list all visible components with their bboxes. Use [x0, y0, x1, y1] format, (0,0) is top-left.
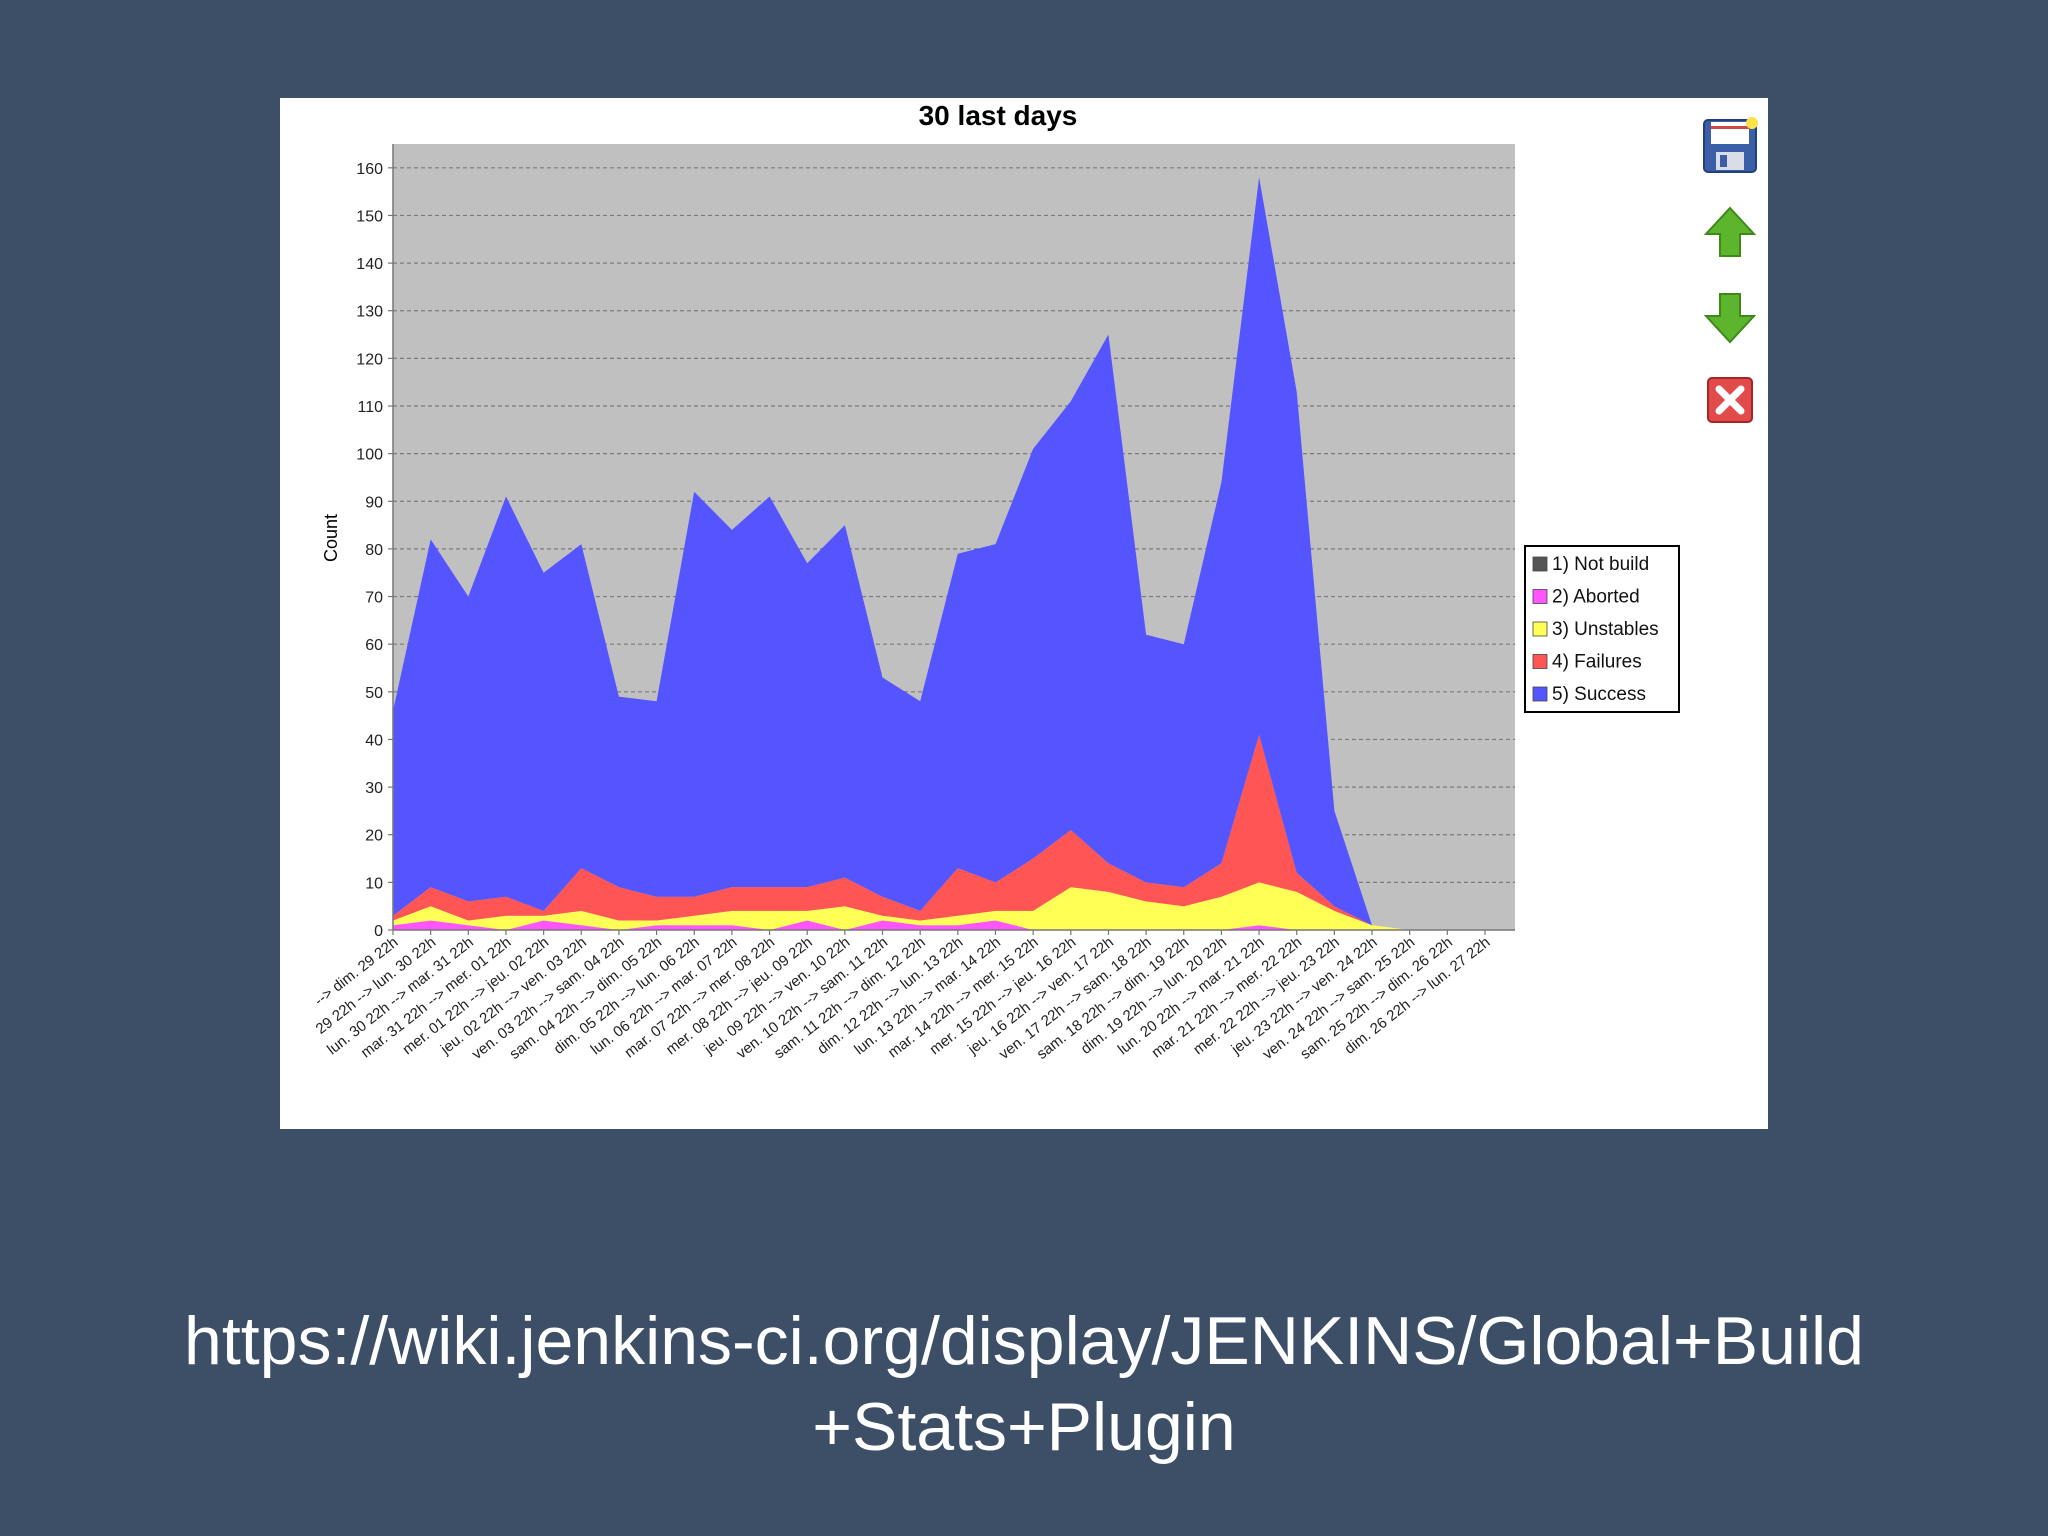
y-tick-label: 0	[374, 923, 383, 940]
legend-swatch	[1532, 621, 1548, 637]
y-tick-label: 160	[356, 161, 383, 178]
y-tick-label: 110	[357, 399, 383, 416]
legend-label: 5) Success	[1552, 684, 1646, 705]
y-tick-label: 20	[365, 828, 383, 845]
area-series-3	[393, 882, 1485, 930]
y-tick-label: 70	[365, 590, 383, 607]
y-tick-label: 100	[356, 447, 383, 464]
y-tick-label: 90	[365, 494, 383, 511]
area-series-2	[393, 920, 1485, 930]
area-series-5	[393, 177, 1485, 931]
y-tick-label: 50	[365, 685, 383, 702]
legend-swatch	[1532, 686, 1548, 702]
legend-label: 3) Unstables	[1552, 619, 1659, 640]
y-tick-labels: 0 10 20 30 40 50 60 70 80 90 100 110 120 130 140 150 160	[356, 161, 393, 940]
y-tick-label: 140	[356, 256, 383, 273]
legend-swatch	[1532, 654, 1548, 669]
move-down-icon[interactable]	[1700, 288, 1760, 348]
y-tick-label: 40	[365, 732, 383, 749]
legend-label: 1) Not build	[1552, 554, 1649, 575]
save-icon[interactable]	[1700, 116, 1760, 176]
legend-label: 4) Failures	[1552, 652, 1642, 673]
caption-line-2: +Stats+Plugin	[812, 1389, 1236, 1465]
chart: 30 last days 0 10 20 30 40 50 60 70 80 90 100 110 12…	[311, 100, 1680, 1063]
source-url-caption: https://wiki.jenkins-ci.org/display/JENK…	[0, 1298, 2048, 1470]
chart-title: 30 last days	[919, 100, 1078, 131]
y-tick-label: 60	[365, 637, 383, 654]
legend-swatch	[1532, 589, 1548, 604]
area-series-4	[393, 734, 1485, 930]
caption-line-1: https://wiki.jenkins-ci.org/display/JENK…	[184, 1303, 1864, 1379]
legend-label: 2) Aborted	[1552, 587, 1640, 608]
move-up-icon[interactable]	[1700, 202, 1760, 262]
y-tick-label: 80	[365, 542, 383, 559]
axes	[392, 144, 1515, 931]
y-tick-label: 10	[365, 875, 383, 892]
legend: 1) Not build 2) Aborted 3) Unstables 4) Fai…	[1524, 545, 1680, 713]
y-tick-label: 120	[356, 351, 383, 368]
y-tick-label: 30	[365, 780, 383, 797]
delete-icon[interactable]	[1700, 370, 1760, 430]
legend-swatch	[1532, 556, 1548, 572]
stacked-areas	[393, 177, 1485, 931]
y-axis-label: Count	[321, 514, 341, 562]
chart-panel: 30 last days 0 10 20 30 40 50 60 70 80 90 100 110 12…	[280, 98, 1768, 1129]
y-tick-label: 130	[356, 304, 383, 321]
y-tick-label: 150	[356, 208, 383, 225]
